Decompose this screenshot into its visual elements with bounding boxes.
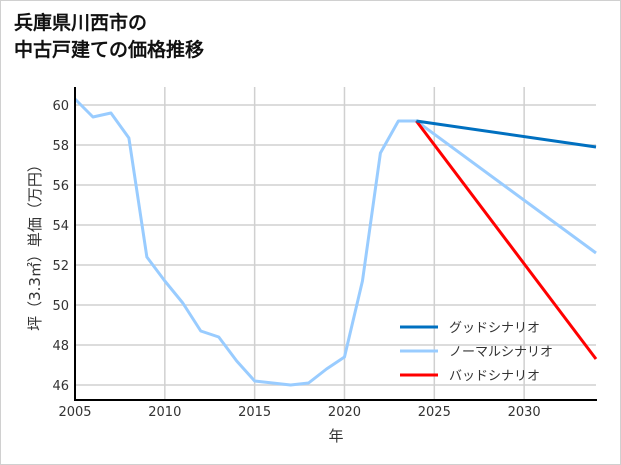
x-tick-label: 2030 bbox=[508, 405, 541, 420]
y-tick-label: 48 bbox=[52, 339, 69, 354]
chart-title-line-1: 兵庫県川西市の bbox=[14, 12, 148, 34]
chart-title: 兵庫県川西市の 中古戸建ての価格推移 bbox=[14, 10, 204, 64]
chart-title-line-2: 中古戸建ての価格推移 bbox=[14, 39, 205, 61]
x-tick-label: 2025 bbox=[418, 405, 451, 420]
legend-label: ノーマルシナリオ bbox=[449, 345, 553, 360]
x-tick-label: 2020 bbox=[328, 405, 361, 420]
x-tick-label: 2005 bbox=[58, 405, 91, 420]
series-line-1 bbox=[416, 119, 597, 149]
y-tick-label: 58 bbox=[52, 139, 69, 154]
y-tick-label: 54 bbox=[52, 219, 69, 234]
x-axis-label: 年 bbox=[328, 427, 343, 445]
y-tick-label: 46 bbox=[52, 379, 69, 394]
y-axis-label: 坪（3.3㎡）単価（万円） bbox=[26, 157, 44, 331]
y-tick-label: 50 bbox=[52, 299, 69, 314]
legend-label: グッドシナリオ bbox=[449, 321, 540, 336]
y-tick-label: 52 bbox=[52, 259, 69, 274]
series-line-2 bbox=[415, 119, 597, 255]
x-tick-label: 2010 bbox=[148, 405, 181, 420]
x-tick-label: 2015 bbox=[238, 405, 271, 420]
legend-label: バッドシナリオ bbox=[449, 369, 540, 384]
y-tick-label: 60 bbox=[52, 99, 69, 114]
series-line-3 bbox=[415, 120, 598, 360]
y-tick-label: 56 bbox=[52, 179, 69, 194]
series-line-history bbox=[73, 97, 417, 387]
